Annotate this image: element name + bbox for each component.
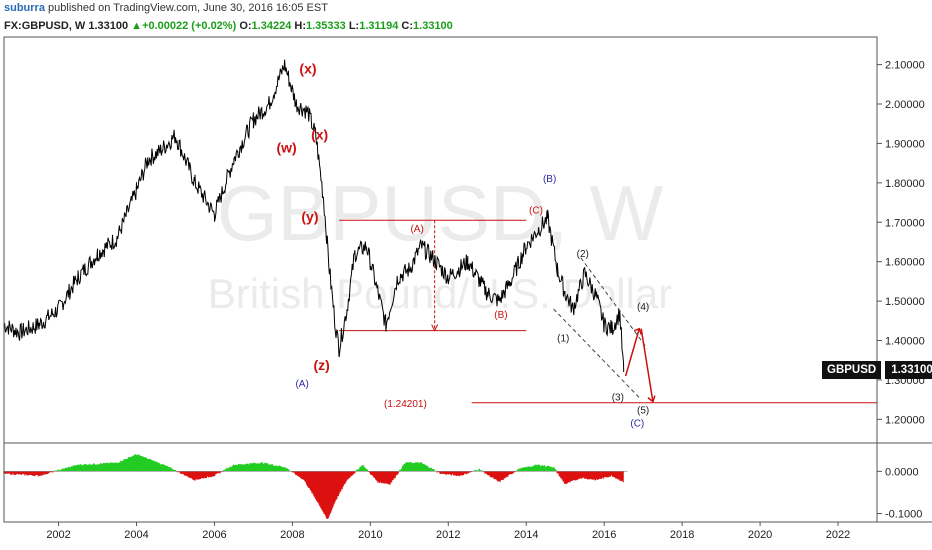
wave-label: (4) bbox=[637, 302, 649, 313]
x-tick-label: 2022 bbox=[826, 529, 850, 541]
projection-up-arrow bbox=[624, 328, 640, 377]
wave-label: (1.24201) bbox=[384, 399, 427, 410]
wave-label: (2) bbox=[577, 249, 589, 260]
open-label: O: bbox=[239, 20, 252, 32]
x-tick-label: 2010 bbox=[358, 529, 382, 541]
channel-upper-line bbox=[580, 257, 648, 349]
x-tick-label: 2006 bbox=[202, 529, 226, 541]
close-label: C: bbox=[401, 20, 414, 32]
last-price: 1.33100 bbox=[88, 20, 129, 32]
osc-tick-label: 0.0000 bbox=[885, 466, 919, 478]
y-tick-label: 1.60000 bbox=[885, 257, 925, 269]
y-tick-label: 1.50000 bbox=[885, 296, 925, 308]
wave-label: (x) bbox=[311, 127, 328, 143]
x-tick-label: 2014 bbox=[514, 529, 538, 541]
y-tick-label: 1.40000 bbox=[885, 336, 925, 348]
author-name[interactable]: suburra bbox=[4, 2, 45, 14]
x-tick-label: 2002 bbox=[46, 529, 70, 541]
price-change: +0.00022 (+0.02%) bbox=[142, 20, 237, 32]
wave-label: (C) bbox=[529, 205, 543, 216]
price-tag-value: 1.33100 bbox=[885, 361, 932, 379]
projection-down-arrow bbox=[640, 328, 654, 402]
change-arrow-icon: ▲ bbox=[131, 20, 143, 32]
high-label: H: bbox=[294, 20, 306, 32]
wave-label: (x) bbox=[299, 61, 316, 77]
wave-label: (5) bbox=[637, 405, 649, 416]
published-text: published on TradingView.com, June 30, 2… bbox=[48, 2, 328, 14]
x-tick-label: 2020 bbox=[748, 529, 772, 541]
open-value: 1.34224 bbox=[251, 20, 292, 32]
watermark-description: British Pound/U.S. Dollar bbox=[208, 270, 673, 317]
channel-lower-line bbox=[553, 308, 642, 400]
low-label: L: bbox=[348, 20, 360, 32]
y-tick-label: 2.10000 bbox=[885, 60, 925, 72]
y-tick-label: 2.00000 bbox=[885, 99, 925, 111]
projection-up-arrow-head bbox=[633, 327, 642, 335]
x-tick-label: 2018 bbox=[670, 529, 694, 541]
price-tag-symbol: GBPUSD bbox=[822, 361, 882, 379]
y-tick-label: 1.20000 bbox=[885, 414, 925, 426]
close-value: 1.33100 bbox=[413, 20, 453, 32]
symbol-label: FX:GBPUSD, W bbox=[4, 20, 86, 32]
x-tick-label: 2012 bbox=[436, 529, 460, 541]
x-tick-label: 2016 bbox=[592, 529, 616, 541]
wave-label: (z) bbox=[313, 357, 329, 373]
last-price-tag: GBPUSD 1.33100 bbox=[822, 361, 932, 379]
low-value: 1.31194 bbox=[359, 20, 399, 32]
y-tick-label: 1.70000 bbox=[885, 217, 925, 229]
wave-label: (y) bbox=[301, 208, 318, 224]
publish-info: suburra published on TradingView.com, Ju… bbox=[4, 2, 328, 14]
range-arrow-head bbox=[431, 324, 439, 332]
watermark-symbol: GBPUSD, W bbox=[217, 169, 664, 257]
wave-label: (C) bbox=[630, 418, 644, 429]
high-value: 1.35333 bbox=[305, 20, 346, 32]
price-line bbox=[3, 59, 625, 373]
wave-label: (A) bbox=[410, 224, 423, 235]
x-tick-label: 2008 bbox=[280, 529, 304, 541]
y-tick-label: 1.90000 bbox=[885, 138, 925, 150]
y-tick-label: 1.80000 bbox=[885, 178, 925, 190]
wave-label: (w) bbox=[276, 139, 296, 155]
projection-down-arrow-head bbox=[647, 395, 656, 403]
wave-label: (A) bbox=[295, 379, 308, 390]
wave-label: (B) bbox=[543, 174, 556, 185]
osc-tick-label: -0.1000 bbox=[885, 509, 922, 521]
wave-label: (3) bbox=[612, 393, 624, 404]
x-tick-label: 2004 bbox=[124, 529, 148, 541]
wave-label: (1) bbox=[557, 334, 569, 345]
ohlc-legend: FX:GBPUSD, W 1.33100 ▲+0.00022 (+0.02%) … bbox=[4, 20, 453, 32]
wave-label: (B) bbox=[494, 310, 507, 321]
